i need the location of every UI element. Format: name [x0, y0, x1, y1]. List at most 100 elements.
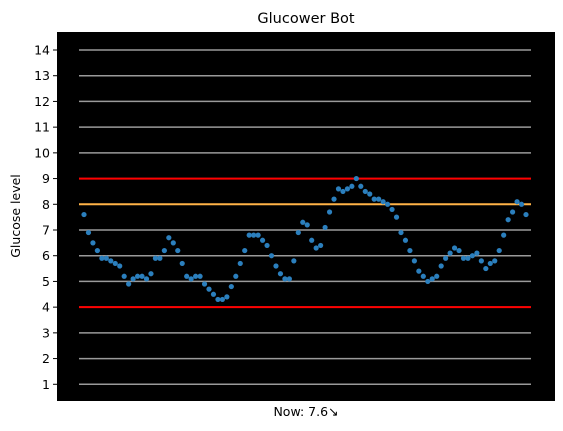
data-point: [371, 196, 377, 202]
data-point: [175, 247, 181, 254]
data-point: [215, 296, 221, 303]
y-axis-label: Glucose level: [8, 174, 23, 258]
data-point: [335, 186, 342, 192]
data-point: [251, 232, 257, 238]
data-point: [277, 271, 284, 277]
data-point: [358, 183, 364, 189]
data-point: [318, 242, 324, 249]
data-point: [447, 250, 453, 256]
data-point: [460, 255, 467, 261]
data-point: [487, 260, 493, 267]
x-axis-label: Now: 7.6↘: [273, 404, 338, 419]
data-point: [259, 237, 266, 243]
plot-area: [57, 32, 555, 401]
data-point: [166, 235, 172, 241]
data-point: [518, 201, 525, 207]
data-point: [304, 222, 310, 228]
data-point: [300, 219, 306, 225]
y-tick-label: 13: [34, 68, 50, 83]
data-point: [99, 255, 105, 261]
data-point: [197, 273, 203, 279]
data-point: [523, 211, 529, 218]
data-point: [112, 260, 118, 267]
y-tick-label: 4: [42, 300, 50, 315]
chart-title: Glucower Bot: [257, 11, 354, 27]
data-point: [81, 211, 87, 218]
data-point: [286, 276, 292, 282]
data-point: [224, 294, 230, 300]
data-point: [210, 291, 217, 297]
data-point: [179, 260, 185, 267]
data-point: [514, 199, 520, 205]
data-point: [273, 263, 279, 269]
data-point: [206, 286, 212, 292]
data-point: [326, 209, 333, 215]
data-point: [456, 247, 462, 254]
data-point: [282, 276, 288, 282]
data-point: [268, 253, 275, 259]
data-point: [322, 224, 328, 231]
data-point: [438, 263, 444, 269]
data-point: [362, 188, 368, 195]
data-point: [376, 196, 382, 202]
data-point: [501, 232, 507, 238]
data-point: [139, 273, 145, 279]
data-point: [425, 278, 431, 285]
y-tick-label: 9: [42, 171, 50, 186]
data-point: [228, 283, 234, 290]
data-point: [389, 206, 395, 213]
data-point: [398, 229, 404, 236]
data-point: [237, 260, 243, 267]
data-point: [451, 245, 458, 251]
data-point: [126, 281, 132, 287]
data-point: [384, 201, 391, 207]
data-point: [465, 255, 471, 261]
data-point: [349, 183, 355, 189]
data-point: [188, 276, 194, 282]
data-point: [496, 247, 502, 254]
y-tick-label: 12: [34, 94, 50, 109]
data-points: [81, 175, 529, 303]
data-point: [478, 258, 484, 264]
data-point: [85, 229, 92, 236]
data-point: [170, 240, 176, 246]
data-point: [429, 276, 435, 282]
data-point: [184, 273, 190, 279]
data-point: [242, 247, 248, 254]
data-point: [443, 255, 449, 261]
data-point: [90, 240, 96, 246]
y-tick-label: 2: [42, 351, 50, 366]
data-point: [505, 217, 511, 223]
data-point: [469, 253, 476, 259]
y-tick-label: 5: [42, 274, 50, 289]
data-point: [94, 247, 100, 254]
data-point: [121, 273, 127, 279]
data-point: [193, 273, 199, 279]
y-tick-label: 7: [42, 223, 50, 238]
data-point: [148, 271, 154, 277]
data-point: [143, 276, 150, 282]
data-point: [157, 255, 163, 261]
data-point: [411, 258, 417, 264]
data-point: [340, 188, 346, 195]
data-point: [134, 273, 141, 279]
data-point: [291, 258, 297, 264]
data-point: [108, 258, 114, 264]
data-point: [483, 265, 489, 272]
data-point: [103, 255, 109, 261]
data-point: [407, 247, 413, 254]
data-point: [331, 196, 337, 202]
data-point: [117, 263, 123, 269]
data-point: [295, 229, 301, 236]
y-tick-label: 8: [42, 197, 50, 212]
y-tick-label: 3: [42, 325, 50, 340]
data-point: [201, 281, 208, 287]
data-point: [264, 242, 270, 249]
data-point: [380, 199, 386, 205]
data-point: [353, 175, 359, 182]
reference-lines: [79, 177, 531, 309]
data-point: [344, 186, 351, 192]
y-tick-label: 14: [34, 43, 50, 58]
data-point: [492, 258, 498, 264]
